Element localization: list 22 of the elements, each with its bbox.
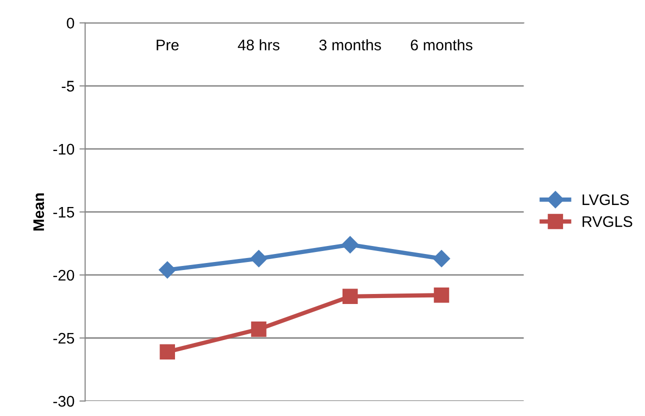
point	[342, 236, 359, 254]
x-tick-label: 3 months	[319, 39, 381, 50]
y-tick-label: 0	[66, 18, 74, 29]
y-tick-label: -30	[53, 396, 74, 407]
legend-label: LVGLS	[582, 194, 629, 206]
point	[434, 288, 450, 303]
x-tick-label: Pre	[156, 40, 179, 50]
point	[160, 344, 176, 360]
point	[432, 250, 450, 268]
y-axis-title: Mean	[33, 193, 44, 230]
y-tick-label: -25	[53, 332, 74, 344]
point	[342, 288, 358, 304]
y-tick-label: -20	[53, 270, 74, 281]
x-tick-label: 6 months	[410, 39, 472, 50]
legend-label: RVGLS	[582, 216, 632, 227]
point	[251, 322, 266, 337]
x-tick-label: 48 hrs	[238, 39, 280, 50]
point	[250, 250, 268, 268]
point	[158, 261, 176, 278]
y-tick-label: -5	[62, 80, 74, 92]
y-tick-label: -10	[53, 144, 74, 155]
y-tick-label: -15	[53, 206, 74, 218]
